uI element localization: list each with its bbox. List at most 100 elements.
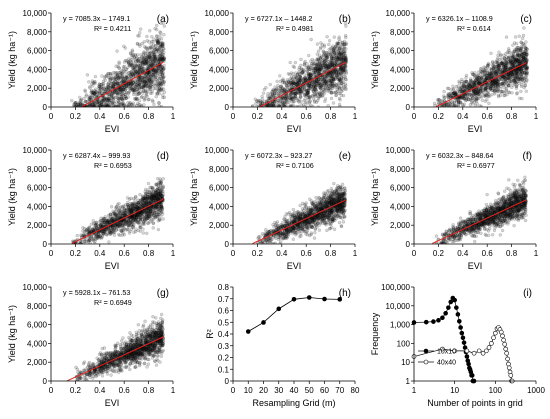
scatter-point: [147, 63, 151, 67]
scatter-point: [303, 87, 307, 91]
scatter-point: [272, 91, 276, 96]
scatter-point: [306, 76, 310, 80]
scatter-point: [153, 73, 157, 77]
scatter-point: [130, 84, 135, 88]
scatter-point: [95, 100, 99, 104]
scatter-point: [121, 72, 125, 77]
scatter-point: [105, 98, 109, 102]
scatter-point: [122, 79, 126, 83]
scatter-point: [100, 99, 104, 103]
scatter-point: [74, 104, 79, 107]
scatter-point: [160, 54, 165, 58]
scatter-point: [316, 49, 321, 53]
scatter-point: [150, 49, 154, 53]
scatter-point: [87, 97, 92, 101]
scatter-point: [141, 64, 145, 68]
scatter-point: [341, 93, 346, 98]
scatter-point: [158, 88, 162, 92]
scatter-point: [145, 73, 149, 77]
scatter-point: [151, 72, 156, 76]
scatter-point: [331, 101, 336, 105]
scatter-point: [298, 95, 303, 99]
scatter-point: [291, 96, 296, 100]
scatter-point: [154, 77, 158, 81]
scatter-point: [117, 66, 121, 70]
scatter-point: [142, 45, 147, 49]
scatter-point: [514, 59, 519, 63]
scatter-point: [112, 96, 116, 101]
scatter-point: [138, 63, 142, 68]
scatter-point: [159, 87, 164, 91]
scatter-point: [136, 59, 141, 64]
scatter-point: [160, 49, 165, 53]
scatter-point: [90, 90, 94, 95]
scatter-point: [142, 83, 146, 88]
scatter-point: [120, 97, 124, 102]
scatter-point: [109, 76, 113, 81]
scatter-point: [100, 91, 104, 95]
scatter-point: [144, 90, 148, 94]
scatter-point: [111, 82, 115, 86]
scatter-point: [498, 93, 503, 97]
scatter-point: [103, 98, 107, 102]
scatter-point: [91, 84, 95, 88]
scatter-point: [129, 74, 133, 79]
scatter-point: [78, 102, 82, 106]
scatter-point: [133, 62, 137, 66]
scatter-point: [299, 103, 303, 107]
scatter-point: [135, 70, 139, 75]
scatter-point: [99, 104, 103, 107]
scatter-point: [343, 87, 348, 91]
scatter-point: [477, 76, 481, 80]
scatter-point: [146, 84, 150, 89]
scatter-point: [149, 45, 153, 49]
scatter-point: [103, 74, 107, 78]
scatter-point: [145, 34, 149, 39]
scatter-point: [159, 44, 163, 48]
scatter-point: [122, 69, 126, 73]
scatter-point: [156, 227, 161, 232]
scatter-point: [145, 94, 149, 98]
scatter-point: [280, 80, 285, 85]
scatter-point: [152, 69, 157, 74]
scatter-point: [98, 85, 103, 90]
scatter-point: [159, 67, 164, 71]
scatter-point: [331, 63, 335, 67]
scatter-point: [489, 51, 493, 55]
scatter-point: [118, 76, 122, 81]
scatter-point: [91, 93, 95, 97]
scatter-point: [270, 92, 274, 96]
scatter-point: [141, 91, 145, 95]
scatter-point: [114, 104, 118, 107]
scatter-point: [311, 80, 316, 84]
scatter-point: [510, 56, 514, 60]
scatter-point: [136, 70, 140, 75]
scatter-point: [155, 79, 160, 84]
scatter-point: [126, 59, 130, 64]
scatter-point: [87, 98, 92, 102]
scatter-point: [119, 102, 123, 106]
scatter-point: [153, 47, 157, 51]
scatter-point: [327, 65, 331, 70]
scatter-point: [316, 57, 321, 61]
scatter-point: [106, 83, 110, 87]
scatter-point: [138, 103, 142, 107]
scatter-point: [89, 104, 93, 107]
scatter-point: [148, 86, 152, 90]
scatter-point: [332, 56, 336, 60]
scatter-point: [452, 100, 457, 105]
scatter-point: [159, 82, 163, 86]
scatter-point: [116, 91, 120, 96]
scatter-point: [114, 81, 119, 85]
scatter-point: [514, 86, 519, 90]
scatter-point: [333, 81, 337, 86]
scatter-point: [504, 88, 508, 92]
scatter-point: [87, 104, 91, 107]
scatter-point: [117, 76, 121, 80]
scatter-point: [149, 81, 153, 86]
scatter-point: [142, 96, 146, 100]
x-axis-title: EVI: [287, 124, 302, 134]
scatter-point: [148, 91, 153, 95]
scatter-point: [142, 75, 147, 80]
scatter-point: [136, 79, 140, 84]
